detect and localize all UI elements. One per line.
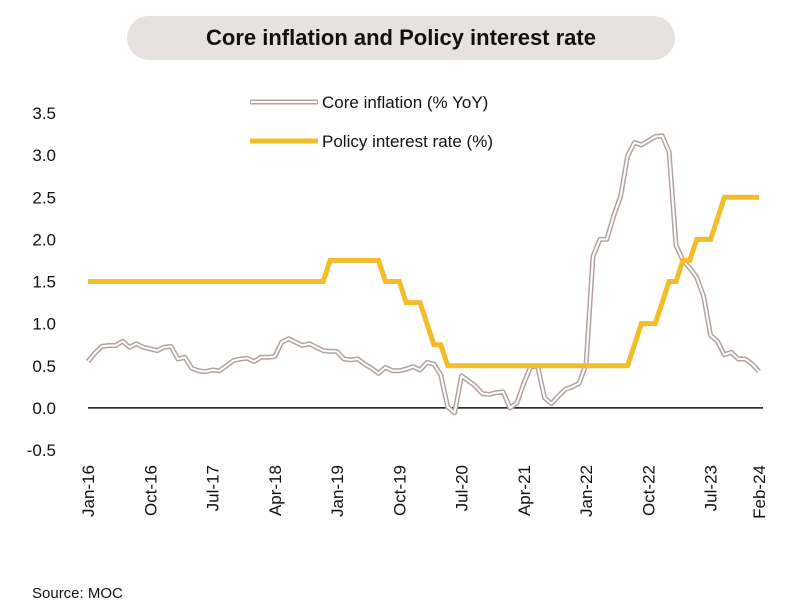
x-tick-label: Apr-18 xyxy=(266,465,285,516)
legend: Core inflation (% YoY) Policy interest ra… xyxy=(250,93,493,151)
series-core-inflation-line xyxy=(86,133,761,416)
y-tick-label: 1.0 xyxy=(32,315,56,334)
x-tick-label: Jan-19 xyxy=(328,465,347,517)
x-tick-label: Oct-16 xyxy=(141,465,160,516)
chart-title: Core inflation and Policy interest rate xyxy=(206,25,596,50)
x-tick-label: Jul-20 xyxy=(453,465,472,511)
x-tick-label: Oct-22 xyxy=(639,465,658,516)
x-tick-label: Oct-19 xyxy=(390,465,409,516)
x-tick-label: Apr-21 xyxy=(515,465,534,516)
y-axis: 3.5 3.0 2.5 2.0 1.5 1.0 0.5 0.0 -0.5 xyxy=(27,104,56,460)
series-policy-rate-line xyxy=(88,194,759,369)
series-core-inflation-inner xyxy=(87,134,760,414)
y-tick-label: 3.5 xyxy=(32,104,56,123)
series-layer xyxy=(86,133,761,416)
source-note: Source: MOC xyxy=(32,585,123,602)
x-tick-label: Jan-22 xyxy=(577,465,596,517)
legend-label: Core inflation (% YoY) xyxy=(322,93,488,112)
y-tick-label: 2.0 xyxy=(32,230,56,249)
x-tick-label: Feb-24 xyxy=(750,465,769,519)
y-tick-label: 2.5 xyxy=(32,188,56,207)
chart-title-pill: Core inflation and Policy interest rate xyxy=(127,16,675,60)
x-axis: Jan-16 Oct-16 Jul-17 Apr-18 Jan-19 Oct-19 Jul-… xyxy=(79,465,769,519)
legend-label: Policy interest rate (%) xyxy=(322,132,493,151)
y-tick-label: 3.0 xyxy=(32,146,56,165)
y-tick-label: 1.5 xyxy=(32,273,56,292)
x-tick-label: Jan-16 xyxy=(79,465,98,517)
x-tick-label: Jul-23 xyxy=(702,465,721,511)
y-tick-label: -0.5 xyxy=(27,441,56,460)
y-tick-label: 0.0 xyxy=(32,399,56,418)
x-tick-label: Jul-17 xyxy=(204,465,223,511)
y-tick-label: 0.5 xyxy=(32,357,56,376)
